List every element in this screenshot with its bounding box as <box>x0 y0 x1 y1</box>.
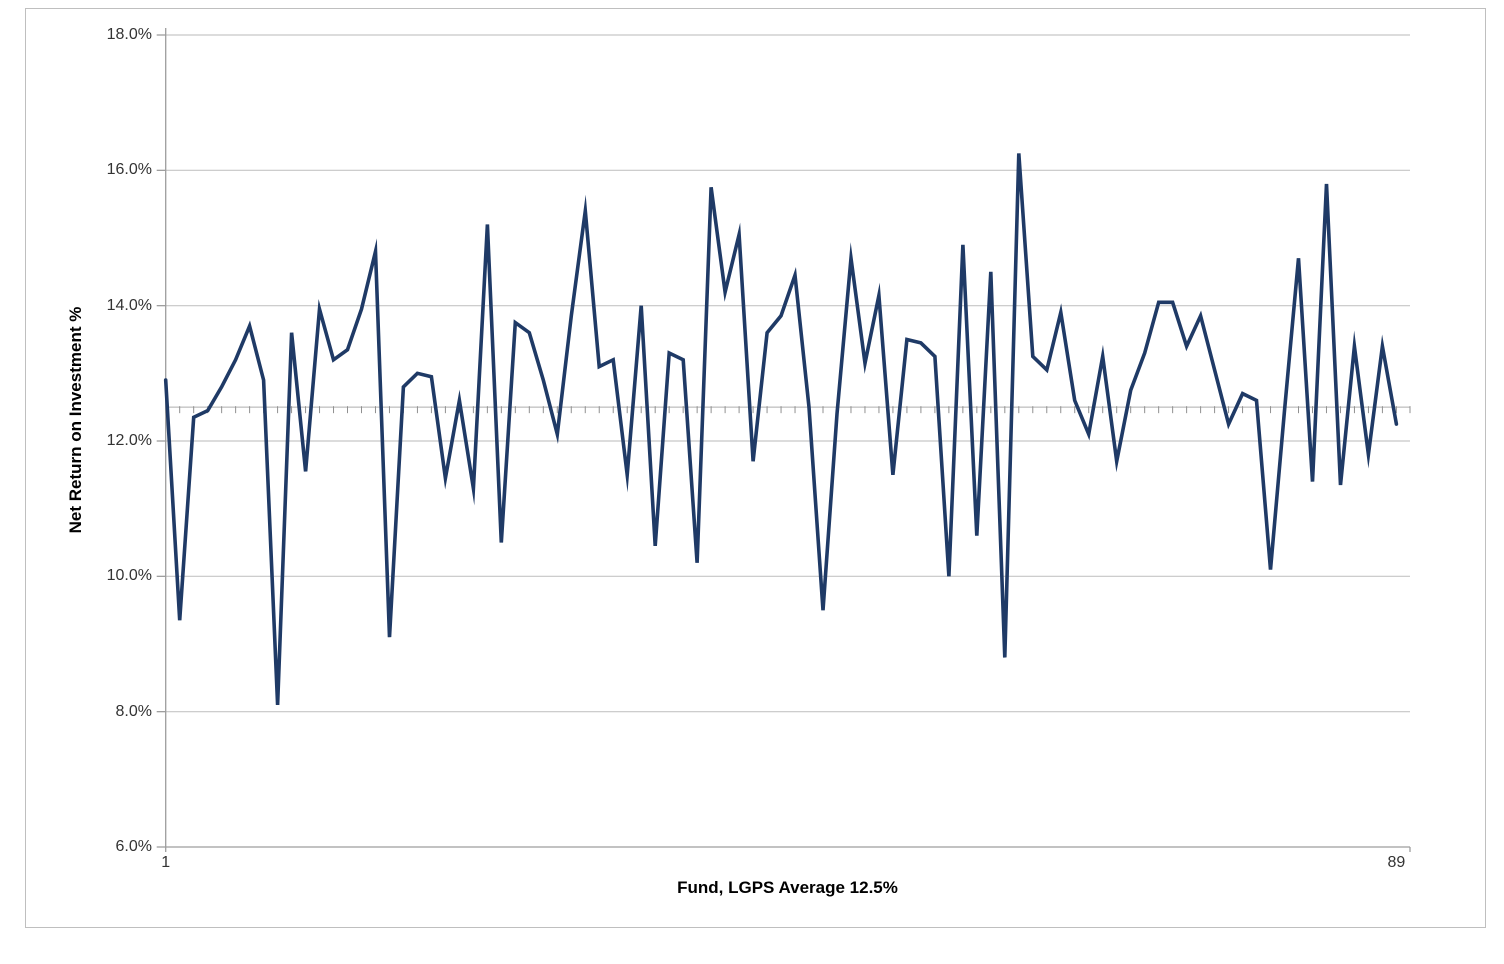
y-tick-label: 8.0% <box>115 702 152 720</box>
y-tick-label: 18.0% <box>106 26 152 43</box>
axes <box>156 28 1411 852</box>
y-tick-label: 16.0% <box>106 161 152 179</box>
y-tick-label: 12.0% <box>106 432 152 449</box>
x-axis-title: Fund, LGPS Average 12.5% <box>677 878 898 897</box>
series-line <box>163 153 1399 705</box>
y-axis-title: Net Return on Investment % <box>66 306 85 534</box>
x-tick-label-first: 1 <box>161 854 171 871</box>
gridlines <box>165 34 1410 713</box>
y-tick-label: 6.0% <box>115 838 152 855</box>
x-tick-label-last: 89 <box>1387 854 1406 871</box>
y-tick-label: 10.0% <box>106 567 152 585</box>
y-tick-label: 14.0% <box>106 296 152 314</box>
